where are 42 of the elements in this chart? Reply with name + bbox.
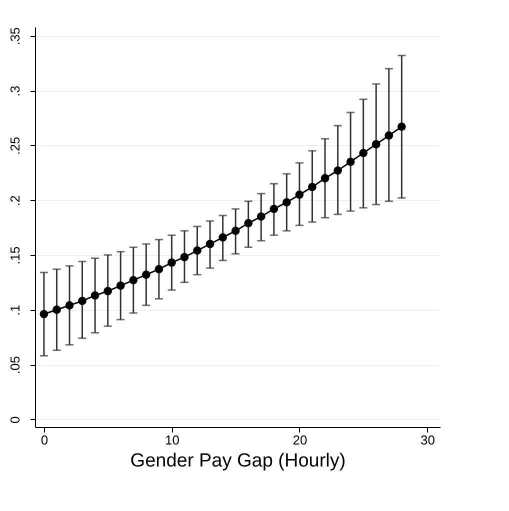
point [256,212,266,221]
point [320,174,330,182]
point [282,198,291,207]
y-tick-label: .2 [8,195,22,206]
y-tick-label: .15 [8,246,22,264]
point [65,301,74,310]
point [78,296,86,306]
x-axis-title: Gender Pay Gap (Hourly) [130,450,346,472]
point [295,190,304,199]
point [154,265,164,274]
point [193,246,202,255]
point [218,233,227,242]
y-tick-label: 0 [8,416,22,424]
point [116,281,125,290]
point [90,291,100,300]
point [270,204,278,214]
point [334,166,342,175]
point [180,252,189,262]
x-tick-label: 30 [420,432,435,448]
y-tick-label: .05 [8,356,22,374]
x-tick-label: 0 [40,432,48,448]
x-tick-label: 10 [164,432,180,448]
point [40,310,48,318]
point [129,276,138,284]
x-tick-label: 20 [292,432,308,448]
point [142,270,150,279]
point [346,158,355,166]
point [168,258,176,267]
point [372,140,380,148]
point [359,148,368,158]
point [104,286,112,296]
point [384,131,394,140]
point [52,306,61,314]
point [231,226,240,236]
point [244,218,253,228]
y-tick-label: .3 [8,86,22,96]
point [308,182,316,192]
y-tick-label: .1 [8,304,22,316]
y-tick-label: .35 [8,27,22,46]
point [397,122,406,131]
y-tick-label: .25 [8,136,22,155]
point [206,240,214,248]
